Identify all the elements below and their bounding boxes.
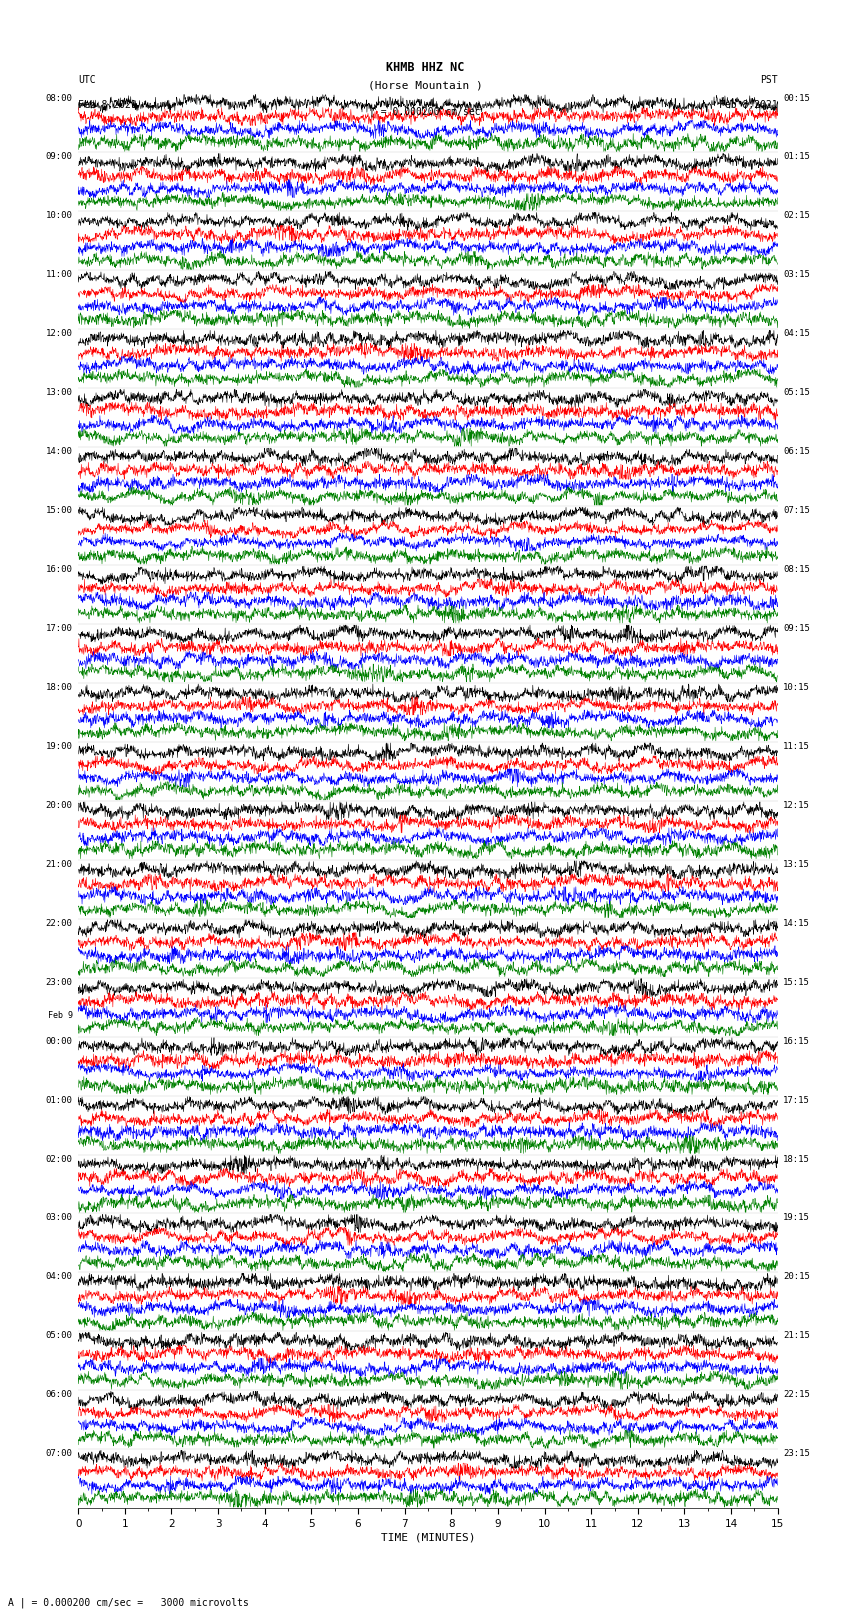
Text: 14:00: 14:00 — [46, 447, 72, 456]
Text: 09:00: 09:00 — [46, 153, 72, 161]
Text: 06:00: 06:00 — [46, 1390, 72, 1398]
Text: 13:00: 13:00 — [46, 389, 72, 397]
Text: 10:15: 10:15 — [784, 682, 810, 692]
Text: 10:00: 10:00 — [46, 211, 72, 221]
Text: 11:15: 11:15 — [784, 742, 810, 752]
Text: 23:00: 23:00 — [46, 977, 72, 987]
Text: 11:00: 11:00 — [46, 271, 72, 279]
Text: 22:00: 22:00 — [46, 919, 72, 927]
Text: 03:00: 03:00 — [46, 1213, 72, 1223]
Text: 21:15: 21:15 — [784, 1331, 810, 1340]
Text: 23:15: 23:15 — [784, 1448, 810, 1458]
Text: 01:00: 01:00 — [46, 1095, 72, 1105]
Text: PST: PST — [760, 76, 778, 85]
Text: A | = 0.000200 cm/sec =   3000 microvolts: A | = 0.000200 cm/sec = 3000 microvolts — [8, 1597, 249, 1608]
Text: 18:15: 18:15 — [784, 1155, 810, 1163]
Text: 15:00: 15:00 — [46, 506, 72, 515]
Text: 13:15: 13:15 — [784, 860, 810, 869]
Text: 16:15: 16:15 — [784, 1037, 810, 1045]
Text: 17:00: 17:00 — [46, 624, 72, 632]
Text: | = 0.000200 cm/sec: | = 0.000200 cm/sec — [369, 106, 481, 118]
Text: 21:00: 21:00 — [46, 860, 72, 869]
Text: 00:15: 00:15 — [784, 94, 810, 103]
Text: 03:15: 03:15 — [784, 271, 810, 279]
Text: 17:15: 17:15 — [784, 1095, 810, 1105]
Text: (Horse Mountain ): (Horse Mountain ) — [367, 81, 483, 90]
Text: 20:15: 20:15 — [784, 1273, 810, 1281]
Text: Feb 8,2021: Feb 8,2021 — [78, 100, 137, 110]
Text: 19:15: 19:15 — [784, 1213, 810, 1223]
Text: 02:15: 02:15 — [784, 211, 810, 221]
Text: 02:00: 02:00 — [46, 1155, 72, 1163]
Text: 00:00: 00:00 — [46, 1037, 72, 1045]
Text: 07:00: 07:00 — [46, 1448, 72, 1458]
Text: Feb 8,2021: Feb 8,2021 — [719, 100, 778, 110]
Text: 16:00: 16:00 — [46, 565, 72, 574]
Text: 18:00: 18:00 — [46, 682, 72, 692]
Text: KHMB HHZ NC: KHMB HHZ NC — [386, 61, 464, 74]
X-axis label: TIME (MINUTES): TIME (MINUTES) — [381, 1532, 475, 1542]
Text: 22:15: 22:15 — [784, 1390, 810, 1398]
Text: 07:15: 07:15 — [784, 506, 810, 515]
Text: 08:00: 08:00 — [46, 94, 72, 103]
Text: 15:15: 15:15 — [784, 977, 810, 987]
Text: 12:15: 12:15 — [784, 802, 810, 810]
Text: 20:00: 20:00 — [46, 802, 72, 810]
Text: Feb 9: Feb 9 — [48, 1011, 72, 1021]
Text: 04:15: 04:15 — [784, 329, 810, 339]
Text: 05:15: 05:15 — [784, 389, 810, 397]
Text: 19:00: 19:00 — [46, 742, 72, 752]
Text: 09:15: 09:15 — [784, 624, 810, 632]
Text: 06:15: 06:15 — [784, 447, 810, 456]
Text: UTC: UTC — [78, 76, 96, 85]
Text: 14:15: 14:15 — [784, 919, 810, 927]
Text: 01:15: 01:15 — [784, 153, 810, 161]
Text: 04:00: 04:00 — [46, 1273, 72, 1281]
Text: 08:15: 08:15 — [784, 565, 810, 574]
Text: 05:00: 05:00 — [46, 1331, 72, 1340]
Text: 12:00: 12:00 — [46, 329, 72, 339]
